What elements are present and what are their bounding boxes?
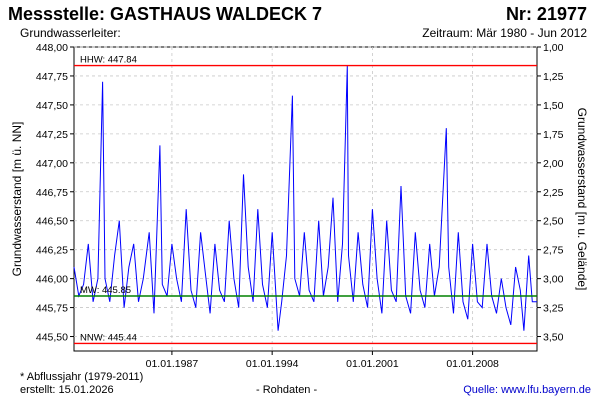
- station-number: Nr: 21977: [505, 4, 587, 24]
- y-tick-label-left: 448,00: [36, 42, 68, 54]
- y-axis-right: 1,00 1,25 1,50 1,75 2,00 2,25 2,50 2,75 3,00 3,25…: [537, 42, 564, 344]
- y-tick-label-right: 3,00: [543, 274, 564, 286]
- y-tick-label-right: 1,75: [543, 129, 564, 141]
- y-tick-label-right: 1,00: [543, 42, 564, 54]
- x-tick-label: 01.01.2008: [446, 358, 499, 370]
- y-tick-label-right: 2,75: [543, 245, 564, 257]
- reference-line-label: NNW: 445.44: [80, 332, 137, 343]
- series-line: [73, 65, 537, 331]
- y-tick-label-right: 1,50: [543, 100, 564, 112]
- y-tick-label-right: 2,50: [543, 216, 564, 228]
- page-title: Messstelle: GASTHAUS WALDECK 7: [8, 4, 323, 24]
- x-tick-label: 01.01.1994: [246, 358, 299, 370]
- x-axis: 01.01.1987 01.01.1994 01.01.2001 01.01.2008: [146, 351, 499, 370]
- y-tick-label-left: 447,25: [36, 129, 68, 141]
- y-tick-label-left: 447,00: [36, 158, 68, 170]
- source-link[interactable]: Quelle: www.lfu.bayern.de: [463, 384, 591, 396]
- created-date: erstellt: 15.01.2026: [20, 384, 114, 396]
- y-tick-label-left: 445,50: [36, 332, 68, 344]
- grid: [74, 46, 537, 351]
- y-tick-label-right: 3,50: [543, 332, 564, 344]
- aquifer-label: Grundwasserleiter:: [20, 26, 121, 40]
- y-axis-title-left: Grundwasserstand [m ü. NN]: [10, 122, 24, 277]
- y-tick-label-right: 2,00: [543, 158, 564, 170]
- y-tick-label-left: 446,00: [36, 274, 68, 286]
- plot-area: [73, 46, 538, 352]
- y-tick-label-left: 447,75: [36, 71, 68, 83]
- y-axis-left: 448,00 447,75 447,50 447,25 447,00 446,75 446,…: [36, 42, 74, 344]
- y-tick-label-left: 445,75: [36, 303, 68, 315]
- y-tick-label-right: 3,25: [543, 303, 564, 315]
- y-tick-label-left: 446,25: [36, 245, 68, 257]
- period-label: Zeitraum: Mär 1980 - Jun 2012: [422, 26, 587, 40]
- y-tick-label-left: 446,50: [36, 216, 68, 228]
- y-tick-label-left: 446,75: [36, 187, 68, 199]
- y-axis-title-right: Grundwasserstand [m u. Gelände]: [575, 108, 589, 291]
- y-tick-label-right: 2,25: [543, 187, 564, 199]
- reference-line-label: HHW: 447.84: [80, 55, 137, 66]
- y-tick-label-right: 1,25: [543, 71, 564, 83]
- reference-lines: HHW: 447.84 MW: 445.85 NNW: 445.44: [74, 55, 537, 345]
- x-tick-label: 01.01.1987: [146, 358, 199, 370]
- reference-line-label: MW: 445.85: [80, 285, 131, 296]
- raw-data-label: - Rohdaten -: [256, 384, 318, 396]
- footnote: * Abflussjahr (1979-2011): [20, 371, 144, 383]
- y-tick-label-left: 447,50: [36, 100, 68, 112]
- x-tick-label: 01.01.2001: [346, 358, 399, 370]
